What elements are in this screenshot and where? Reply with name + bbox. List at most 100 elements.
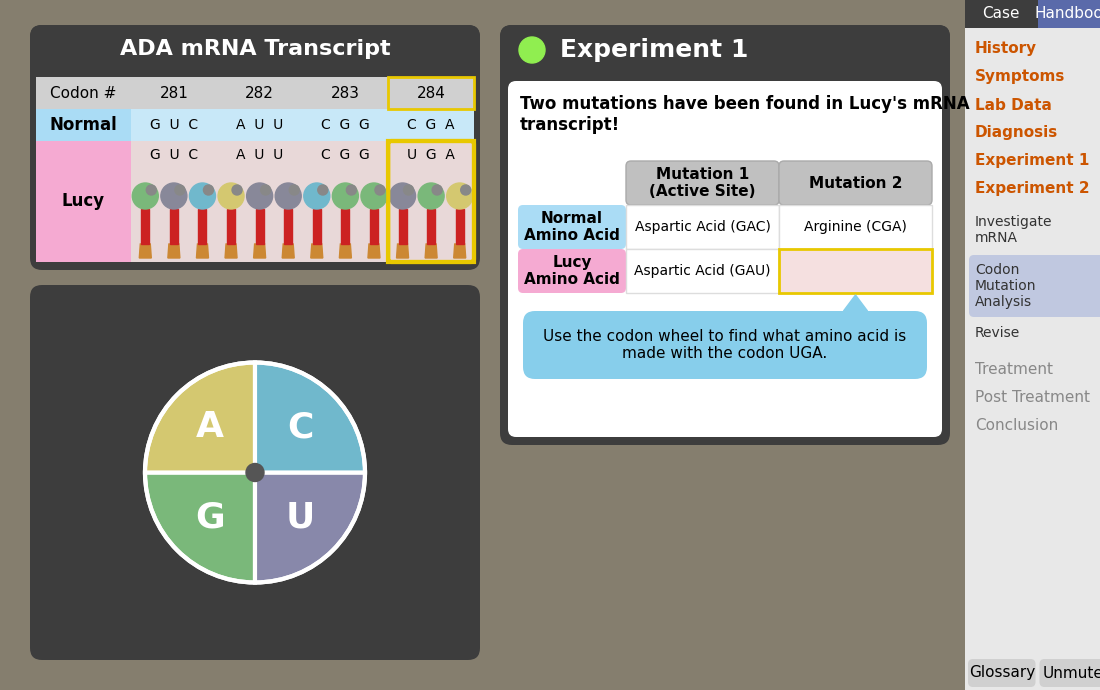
- Bar: [255, 209, 264, 244]
- Bar: [36, 77, 131, 109]
- Polygon shape: [396, 244, 408, 258]
- Bar: [131, 109, 217, 141]
- Bar: [427, 209, 436, 244]
- Circle shape: [447, 183, 473, 209]
- Text: C  G  A: C G A: [407, 118, 455, 132]
- FancyBboxPatch shape: [500, 25, 950, 445]
- Circle shape: [204, 185, 213, 195]
- Circle shape: [404, 185, 414, 195]
- Text: Use the codon wheel to find what amino acid is
made with the codon UGA.: Use the codon wheel to find what amino a…: [543, 329, 906, 361]
- Text: 284: 284: [417, 86, 446, 101]
- Text: Lucy: Lucy: [62, 193, 106, 210]
- Text: Experiment 2: Experiment 2: [975, 181, 1090, 197]
- Bar: [312, 209, 321, 244]
- Polygon shape: [311, 244, 322, 258]
- Text: Lucy
Amino Acid: Lucy Amino Acid: [524, 255, 620, 287]
- Text: Handbook: Handbook: [1035, 6, 1100, 21]
- Text: Aspartic Acid (GAC): Aspartic Acid (GAC): [635, 220, 770, 234]
- Text: 283: 283: [331, 86, 360, 101]
- Text: U: U: [285, 501, 315, 535]
- Bar: [965, 0, 1037, 28]
- Text: Treatment: Treatment: [975, 362, 1053, 377]
- Text: C  G  G: C G G: [321, 118, 370, 132]
- Circle shape: [332, 183, 359, 209]
- Text: Normal: Normal: [50, 116, 118, 134]
- FancyBboxPatch shape: [969, 255, 1100, 317]
- Wedge shape: [145, 362, 255, 473]
- Wedge shape: [145, 473, 255, 582]
- Circle shape: [289, 185, 299, 195]
- Bar: [217, 141, 302, 262]
- Circle shape: [418, 183, 444, 209]
- Text: ADA mRNA Transcript: ADA mRNA Transcript: [120, 39, 390, 59]
- Circle shape: [232, 185, 242, 195]
- Text: Normal
Amino Acid: Normal Amino Acid: [524, 211, 620, 243]
- Circle shape: [132, 183, 158, 209]
- Bar: [626, 249, 779, 293]
- Text: Experiment 1: Experiment 1: [560, 38, 748, 62]
- Circle shape: [304, 183, 330, 209]
- Bar: [284, 209, 293, 244]
- Bar: [302, 77, 388, 109]
- Circle shape: [246, 464, 264, 482]
- Bar: [398, 209, 407, 244]
- Circle shape: [346, 185, 356, 195]
- Text: Unmute: Unmute: [1043, 665, 1100, 680]
- Text: Codon #: Codon #: [51, 86, 117, 101]
- Circle shape: [432, 185, 442, 195]
- FancyBboxPatch shape: [30, 25, 480, 73]
- Bar: [779, 249, 932, 293]
- Text: A: A: [196, 411, 224, 444]
- Text: Revise: Revise: [975, 326, 1021, 340]
- Bar: [169, 209, 178, 244]
- Wedge shape: [255, 473, 365, 582]
- Text: History: History: [975, 41, 1037, 57]
- Bar: [388, 141, 474, 262]
- Circle shape: [461, 185, 471, 195]
- Text: C  G  G: C G G: [321, 148, 370, 162]
- Bar: [388, 77, 474, 109]
- Polygon shape: [197, 244, 209, 258]
- Circle shape: [146, 185, 156, 195]
- Polygon shape: [368, 244, 379, 258]
- FancyBboxPatch shape: [518, 205, 626, 249]
- Bar: [455, 209, 464, 244]
- Text: G  U  C: G U C: [150, 148, 198, 162]
- Circle shape: [175, 185, 185, 195]
- Text: Mutation 1
(Active Site): Mutation 1 (Active Site): [649, 167, 756, 199]
- FancyBboxPatch shape: [968, 659, 1035, 687]
- Polygon shape: [283, 244, 294, 258]
- Polygon shape: [226, 244, 236, 258]
- Bar: [131, 141, 217, 262]
- Circle shape: [261, 185, 271, 195]
- Text: Diagnosis: Diagnosis: [975, 126, 1058, 141]
- Text: Mutation 2: Mutation 2: [808, 175, 902, 190]
- Circle shape: [275, 183, 301, 209]
- FancyBboxPatch shape: [30, 285, 480, 660]
- Polygon shape: [140, 244, 152, 258]
- Text: Glossary: Glossary: [969, 665, 1035, 680]
- Bar: [388, 109, 474, 141]
- Bar: [302, 141, 388, 262]
- Bar: [388, 77, 474, 109]
- Bar: [36, 141, 131, 262]
- Text: U  G  A: U G A: [407, 148, 455, 162]
- Bar: [227, 209, 235, 244]
- Polygon shape: [425, 244, 437, 258]
- FancyBboxPatch shape: [30, 25, 480, 270]
- Polygon shape: [168, 244, 180, 258]
- Text: Two mutations have been found in Lucy's mRNA
transcript!: Two mutations have been found in Lucy's …: [520, 95, 969, 134]
- Text: Arginine (CGA): Arginine (CGA): [804, 220, 906, 234]
- Text: A  U  U: A U U: [236, 118, 284, 132]
- FancyBboxPatch shape: [500, 25, 950, 75]
- Circle shape: [361, 183, 387, 209]
- Circle shape: [375, 185, 385, 195]
- FancyBboxPatch shape: [779, 161, 932, 205]
- Text: Codon
Mutation
Analysis: Codon Mutation Analysis: [975, 263, 1036, 309]
- Text: G: G: [195, 501, 224, 535]
- Bar: [302, 109, 388, 141]
- Bar: [341, 209, 350, 244]
- Circle shape: [161, 183, 187, 209]
- Text: 281: 281: [160, 86, 188, 101]
- Bar: [198, 209, 207, 244]
